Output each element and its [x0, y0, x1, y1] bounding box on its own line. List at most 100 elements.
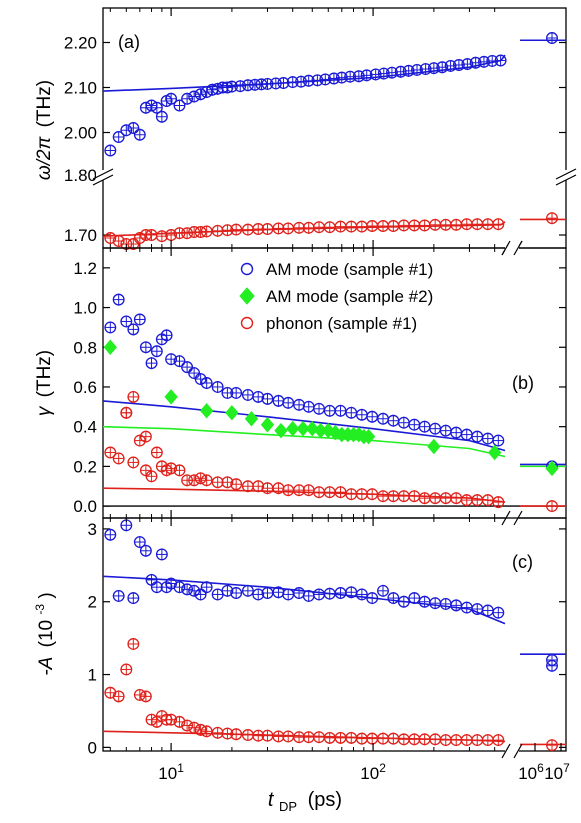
b-s0-point-0	[104, 321, 117, 334]
b-ticklabel-6: 1.2	[73, 259, 97, 278]
c-s1-point-10	[165, 713, 178, 726]
x-axis: 101 102 106 107	[109, 8, 570, 783]
panel-a-label: (a)	[118, 32, 140, 52]
a-s0-point-53	[494, 54, 507, 67]
a-s0-point-38	[369, 68, 382, 81]
a-ybreak-gap-right	[559, 170, 573, 180]
a-s0-point-21	[234, 80, 247, 93]
a-s0-point-36	[352, 70, 365, 83]
b-ticklabel-0: 0.0	[73, 497, 97, 516]
a-s0-point-42	[402, 64, 415, 77]
b-s2-extra-1	[139, 430, 152, 443]
c-s1-point-13	[188, 721, 201, 734]
a-s0-point-33	[327, 72, 340, 85]
b-s0-point-16	[211, 381, 224, 393]
x-break-ticklabel-exp-1: 7	[563, 761, 570, 775]
legend-label-am1: AM mode (sample #1)	[266, 260, 433, 279]
c-s0-point-0	[104, 528, 117, 541]
b-s2-point-43	[492, 496, 505, 509]
c-s0-point-31	[366, 592, 379, 605]
panel-c-ylabel-symbol: -A	[36, 657, 57, 676]
c-s0-point-1	[112, 589, 125, 602]
c-s1-point-16	[211, 726, 224, 739]
a-s0-point-13	[188, 90, 201, 103]
a-s0-point-49	[461, 58, 474, 71]
a-s0-point-7	[150, 101, 163, 114]
c-s1-point-17	[221, 727, 234, 740]
a-ybreak-slash-2	[92, 174, 114, 186]
a-s0-point-40	[385, 66, 398, 79]
c-s1-point-5	[139, 690, 152, 703]
x-ticklabel-exp-1: 2	[379, 761, 386, 775]
a-s0-point-4	[133, 128, 146, 141]
panel-b-label: (b)	[512, 373, 534, 393]
c-ticklabel-0: 0	[88, 738, 97, 757]
c-fit-0	[102, 575, 506, 625]
legend-marker-phonon	[240, 316, 254, 330]
b-late-point-2	[546, 500, 558, 513]
a-s1-point-4	[133, 232, 146, 244]
c-s0-point-4	[133, 536, 146, 548]
panel-c-ylabel-unit: (10	[36, 620, 57, 647]
c-s1-point-2	[120, 663, 133, 676]
b-s0-point-4	[133, 313, 146, 326]
panel-b-ylabel-unit: (THz)	[34, 350, 55, 397]
a-s0-point-47	[444, 59, 457, 72]
c-late-point-1	[546, 659, 558, 672]
c-s0-point-33	[387, 592, 400, 605]
c-xbreak-slash-2	[513, 743, 523, 759]
c-s0-point-5	[139, 544, 152, 557]
a-fit-1	[102, 224, 502, 237]
a-s1-point-16	[230, 223, 243, 236]
panel-c-ylabel: -A (10 -3 )	[28, 592, 57, 675]
c-s0-point-35	[408, 592, 421, 605]
panel-a-ylabel: ω/2π (THz)	[34, 80, 55, 180]
a-s0-point-50	[469, 56, 482, 69]
b-fit-0	[102, 400, 506, 452]
panel-c: (c) 0 1 2 3 -A (10 -3 )	[28, 517, 567, 759]
c-s0-point-8	[155, 548, 168, 561]
x-ticklabel-exp-0: 1	[177, 761, 184, 775]
c-s0-point-17	[221, 584, 234, 597]
panel-b-legend: AM mode (sample #1) AM mode (sample #2) …	[239, 260, 433, 333]
b-s1-point-2	[200, 403, 214, 419]
c-xbreak-gap	[505, 743, 519, 759]
a-s0-point-37	[360, 69, 373, 82]
a-s0-point-46	[436, 61, 449, 74]
b-s2-point-3	[127, 456, 140, 469]
b-ticklabel-4: 0.8	[73, 338, 97, 357]
a-upper-ticklabel-2: 2.00	[64, 124, 97, 143]
c-s1-point-11	[173, 715, 186, 728]
b-late-point-1	[545, 460, 559, 477]
b-s0-point-21	[261, 392, 274, 405]
a-s1-point-10	[181, 227, 194, 240]
b-s0-point-20	[252, 390, 265, 403]
b-s2-point-14	[194, 472, 207, 485]
c-s1-point-1	[112, 690, 125, 703]
a-s1-point-41	[492, 218, 505, 231]
a-ybreak-gap	[96, 170, 110, 180]
panel-c-ylabel-exp: -3	[33, 604, 47, 615]
b-xbreak-top-gap	[505, 240, 519, 256]
b-s2-point-15	[200, 474, 213, 487]
a-s0-point-31	[311, 74, 324, 87]
a-s1-point-14	[211, 224, 224, 237]
b-s1-point-19	[427, 438, 441, 455]
a-s0-point-43	[411, 63, 423, 76]
a-s0-point-8	[155, 110, 168, 123]
x-ticklabel-base-1: 10	[360, 764, 379, 783]
a-s0-point-2	[120, 124, 133, 137]
legend-marker-am2	[239, 287, 255, 305]
x-break-ticklabel-0: 106	[518, 761, 544, 783]
b-s0-point-9	[160, 329, 173, 342]
b-s1-point-20	[488, 444, 502, 461]
b-s2-point-0	[104, 446, 117, 459]
c-s1-point-14	[194, 723, 207, 736]
c-s0-point-13	[188, 584, 201, 597]
c-s0-point-11	[173, 581, 186, 594]
c-s1-point-3	[127, 638, 140, 650]
c-xbreak-slash-1	[501, 743, 511, 759]
a-ybreak-slash-right-2	[555, 174, 577, 186]
x-axis-label-sub: DP	[279, 799, 297, 814]
b-s2-point-1	[112, 452, 125, 465]
